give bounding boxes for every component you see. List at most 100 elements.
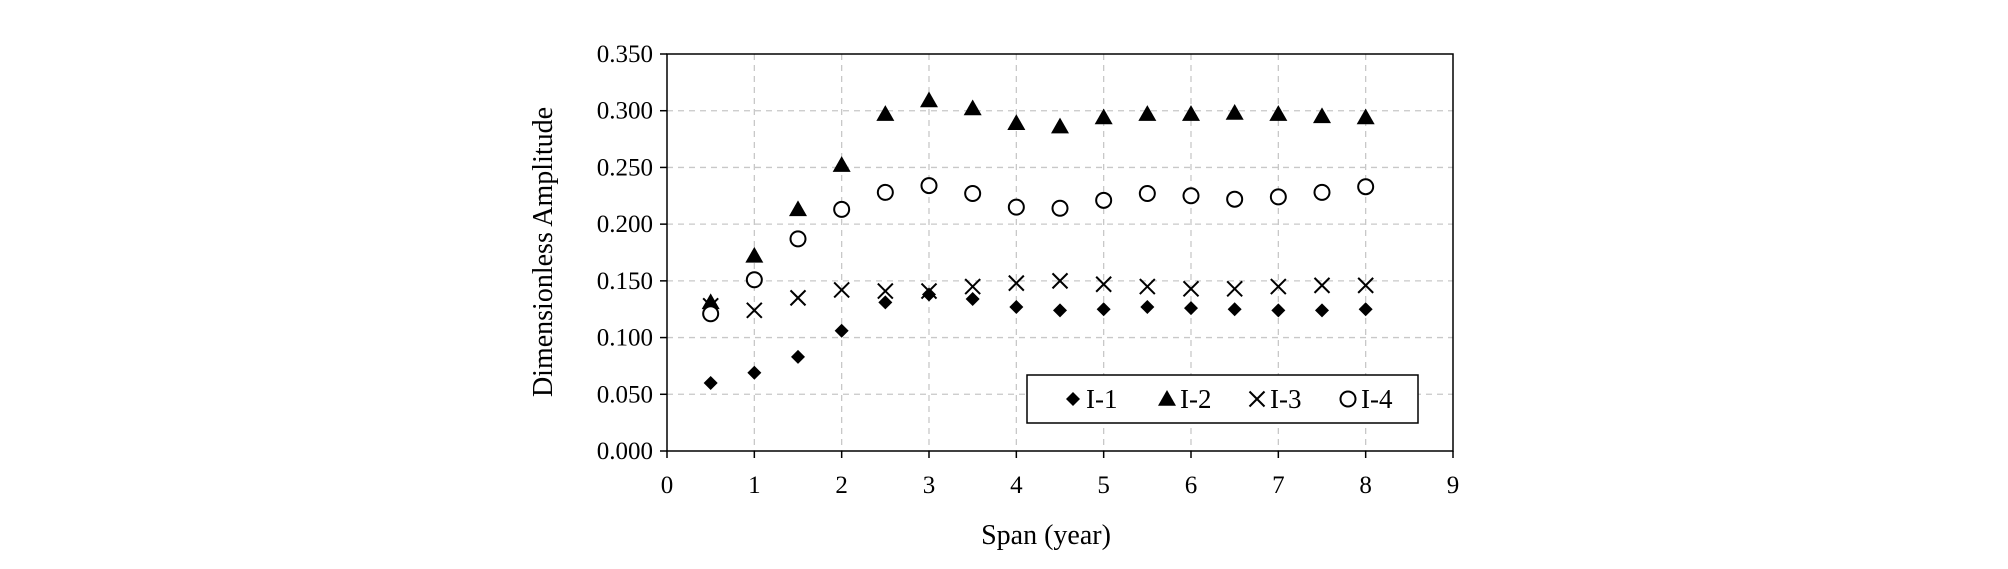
data-point-i-2 (963, 99, 982, 116)
y-tick-label: 0.000 (597, 438, 653, 465)
data-point-i-2 (1138, 105, 1157, 121)
data-point-i-4 (702, 305, 720, 323)
data-point-i-2 (1313, 107, 1331, 124)
data-point-i-2 (1269, 105, 1288, 121)
data-point-i-4 (964, 185, 982, 203)
data-point-i-3 (964, 278, 981, 295)
y-tick-label: 0.050 (597, 381, 653, 408)
legend-marker-i-1 (1066, 392, 1080, 406)
data-point-i-1 (1184, 301, 1198, 316)
data-point-i-1 (922, 287, 936, 302)
legend-marker-i-3 (1248, 390, 1266, 408)
data-point-i-1 (791, 349, 805, 364)
data-point-i-3 (833, 281, 850, 299)
data-point-i-3 (1095, 276, 1112, 293)
data-point-i-4 (1095, 191, 1113, 209)
plot-area-frame (666, 53, 1454, 452)
data-markers (701, 91, 1375, 390)
x-tick-label: 8 (1359, 472, 1372, 499)
data-point-i-2 (745, 246, 764, 263)
data-point-i-3-stroke (1313, 277, 1331, 294)
series-i-3 (702, 272, 1374, 319)
series-i-2 (701, 91, 1375, 310)
y-tick-label: 0.250 (597, 154, 653, 181)
data-point-i-4 (920, 177, 938, 195)
data-point-i-1 (747, 365, 762, 380)
data-point-i-3-stroke (1226, 280, 1243, 298)
data-point-i-3 (920, 282, 938, 300)
x-tick-label: 9 (1447, 472, 1460, 499)
data-point-i-3-stroke (746, 302, 763, 319)
data-point-i-4 (1269, 188, 1287, 206)
data-point-i-4 (1313, 183, 1331, 201)
x-tick-label: 1 (748, 472, 761, 499)
data-point-i-4 (1182, 187, 1200, 205)
data-point-i-3-stroke (1051, 272, 1069, 290)
x-tick-label: 5 (1097, 472, 1110, 499)
data-point-i-3 (1226, 280, 1243, 298)
data-point-i-3 (789, 289, 807, 307)
data-point-i-2 (1225, 103, 1244, 120)
data-point-i-1 (834, 323, 849, 338)
data-point-i-3-stroke (1139, 278, 1156, 295)
x-tick-label: 2 (835, 472, 848, 499)
data-point-i-2 (1182, 105, 1200, 121)
legend: I-1 I-2 I-3 I-4 (1026, 374, 1419, 424)
y-tick-label: 0.100 (597, 325, 653, 352)
x-tick-label: 7 (1272, 472, 1285, 499)
data-point-i-3 (746, 302, 763, 319)
x-tick-label: 0 (661, 472, 674, 499)
data-point-i-3 (1313, 277, 1331, 294)
y-tick-label: 0.150 (597, 268, 653, 295)
y-tick-label: 0.300 (597, 98, 653, 125)
legend-label-i-4: I-4 (1361, 384, 1393, 414)
legend-label-i-2: I-2 (1180, 384, 1211, 414)
data-point-i-4 (1357, 178, 1375, 196)
data-point-i-2 (832, 156, 851, 172)
data-point-i-3-stroke (1182, 280, 1200, 298)
legend-marker-i-4 (1339, 390, 1357, 408)
data-point-i-3 (1357, 277, 1374, 294)
legend-label-i-3: I-3 (1270, 384, 1301, 414)
data-point-i-4 (1138, 185, 1156, 203)
x-tick-label: 6 (1185, 472, 1198, 499)
x-tick-label: 3 (923, 472, 936, 499)
data-point-i-2 (789, 200, 807, 217)
data-point-i-3-stroke (920, 282, 938, 300)
series-i-1 (703, 287, 1373, 390)
data-point-i-3 (1182, 280, 1200, 298)
legend-marker-i-2 (1158, 390, 1176, 406)
data-point-i-1 (1358, 302, 1373, 317)
legend-marker-i-3-stroke (1248, 390, 1266, 408)
data-point-i-4 (1007, 198, 1025, 216)
data-point-i-4 (1226, 190, 1244, 208)
data-point-i-2 (876, 105, 895, 121)
data-point-i-1 (1271, 303, 1286, 318)
data-point-i-4 (1051, 199, 1069, 217)
data-point-i-3-stroke (877, 282, 894, 300)
x-axis-title: Span (year) (981, 520, 1111, 551)
data-point-i-4 (789, 230, 807, 248)
data-point-i-2 (1356, 108, 1375, 125)
x-tick-label: 4 (1010, 472, 1023, 499)
data-point-i-2 (1051, 117, 1069, 134)
data-point-i-3 (1270, 278, 1287, 295)
data-point-i-1 (1315, 303, 1329, 318)
data-point-i-4 (745, 271, 763, 289)
data-point-i-3 (1008, 274, 1025, 292)
data-point-i-2 (701, 293, 720, 310)
data-point-i-1 (1009, 299, 1024, 314)
data-point-i-3 (877, 282, 894, 300)
data-point-i-4 (833, 200, 851, 218)
data-point-i-3-stroke (833, 281, 850, 299)
data-point-i-3-stroke (1357, 277, 1374, 294)
data-point-i-1 (1227, 302, 1242, 317)
y-tick-label: 0.350 (597, 41, 653, 68)
legend-label-i-1: I-1 (1086, 384, 1117, 414)
data-point-i-1 (1140, 299, 1155, 314)
data-point-i-3-stroke (964, 278, 981, 295)
data-point-i-3 (1051, 272, 1069, 290)
data-point-i-3 (1139, 278, 1156, 295)
